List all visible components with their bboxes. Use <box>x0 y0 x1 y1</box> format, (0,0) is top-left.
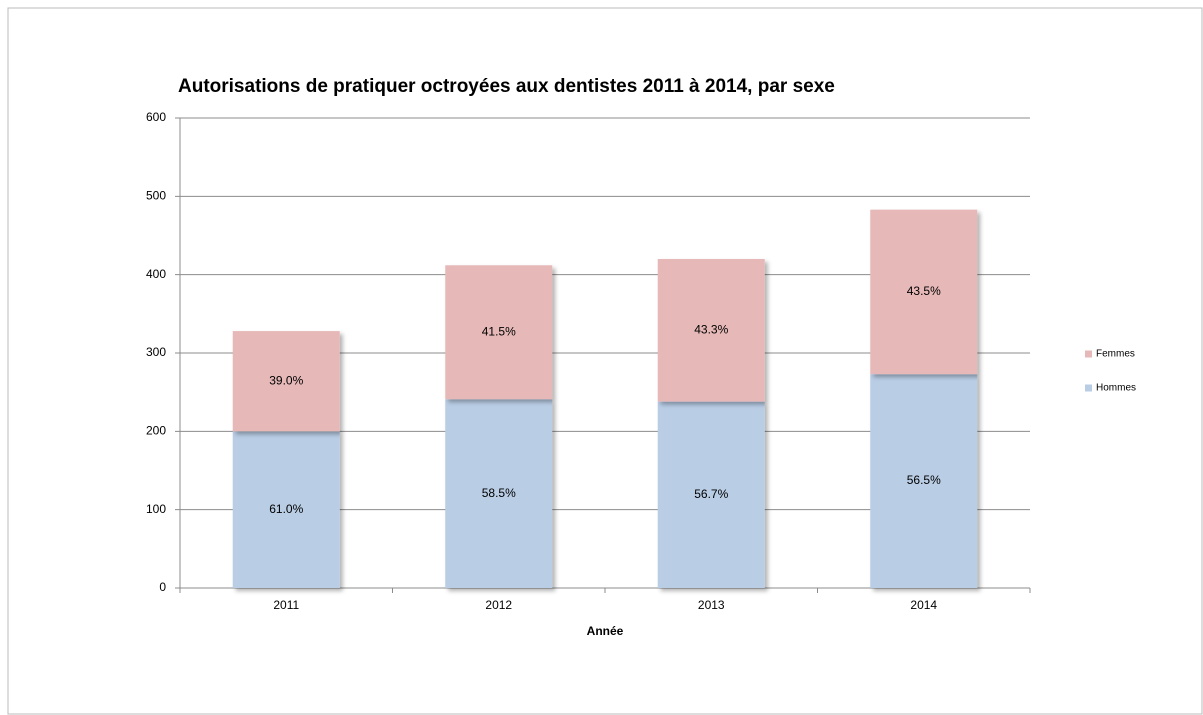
x-tick-label: 2011 <box>273 598 299 612</box>
data-label: 39.0% <box>269 373 303 387</box>
y-tick-label: 300 <box>146 345 166 359</box>
bar-segment <box>445 399 553 588</box>
y-tick-label: 400 <box>146 267 166 281</box>
x-tick-label: 2013 <box>698 598 725 612</box>
bar-segment <box>870 209 978 375</box>
legend-swatch <box>1085 350 1092 358</box>
data-label: 56.5% <box>907 473 941 487</box>
frame <box>7 7 1203 715</box>
chart-title: Autorisations de pratiquer octroyées aux… <box>178 76 835 97</box>
y-tick-label: 0 <box>159 580 166 594</box>
y-tick-label: 500 <box>146 189 166 203</box>
data-label: 58.5% <box>482 486 516 500</box>
bar-segment <box>657 259 765 402</box>
bar-segment <box>445 265 553 400</box>
legend-swatch <box>1085 384 1092 392</box>
bar-segment <box>870 374 978 588</box>
x-tick-label: 2012 <box>485 598 512 612</box>
y-tick-label: 600 <box>146 110 166 124</box>
x-axis-label: Année <box>587 624 624 638</box>
data-label: 43.3% <box>694 322 728 336</box>
data-label: 61.0% <box>269 502 303 516</box>
data-label: 41.5% <box>482 324 516 338</box>
bar-segment <box>657 401 765 588</box>
legend-label: Femmes <box>1096 349 1135 360</box>
data-label: 56.7% <box>694 487 728 501</box>
y-tick-label: 100 <box>146 502 166 516</box>
x-tick-label: 2014 <box>910 598 937 612</box>
bar-segment <box>232 331 340 432</box>
y-tick-label: 200 <box>146 424 166 438</box>
legend-label: Hommes <box>1096 383 1136 394</box>
data-label: 43.5% <box>907 284 941 298</box>
bar-segment <box>232 431 340 588</box>
